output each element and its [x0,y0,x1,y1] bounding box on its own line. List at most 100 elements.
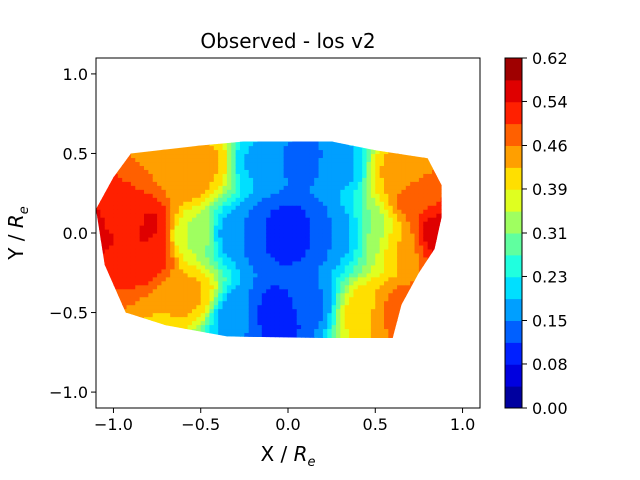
contour-cell [301,304,307,310]
contour-cell [213,161,219,166]
contour-cell [170,280,176,286]
contour-cell [270,244,276,250]
contour-cell [157,260,163,266]
contour-cell [126,260,132,266]
contour-cell [305,145,311,151]
contour-cell [192,181,197,186]
contour-cell [183,264,189,270]
contour-cell [157,240,163,246]
contour-cell [148,236,154,242]
contour-cell [157,296,163,302]
contour-cell [165,197,171,202]
contour-cell [340,240,346,246]
contour-cell [126,288,132,294]
contour-cell [104,209,110,214]
contour-cell [161,312,167,318]
contour-cell [96,209,101,214]
contour-cell [327,213,333,218]
contour-cell [148,193,154,198]
contour-cell [178,236,184,242]
contour-cell [279,324,285,330]
contour-cell [261,332,267,338]
contour-cell [122,252,128,258]
contour-cell [174,312,180,318]
contour-cell [322,336,328,338]
contour-cell [235,225,241,230]
contour-cell [205,173,211,178]
contour-cell [113,272,119,278]
contour-cell [327,252,333,258]
contour-cell [240,320,245,326]
contour-cell [244,153,250,159]
contour-cell [340,145,346,151]
contour-cell [301,264,307,270]
contour-cell [231,248,237,254]
contour-cell [196,280,202,286]
contour-cell [174,221,180,226]
contour-cell [314,205,320,210]
contour-cell [279,221,285,226]
contour-cell [244,288,250,294]
contour-cell [274,149,280,155]
contour-cell [309,197,315,202]
contour-cell [113,248,119,254]
contour-cell [305,324,311,330]
contour-cell [130,284,136,290]
contour-cell [244,165,250,170]
contour-cell [253,264,259,270]
contour-cell [135,201,141,206]
contour-cell [296,153,302,159]
contour-cell [257,312,263,318]
contour-cell [205,165,211,170]
contour-cell [192,213,197,218]
contour-cell [340,292,346,298]
contour-cell [135,276,141,282]
contour-cell [161,181,167,186]
contour-cell [261,149,267,155]
contour-cell [292,304,298,310]
contour-cell [165,256,171,262]
contour-cell [270,256,276,262]
contour-cell [318,233,324,238]
contour-cell [253,181,259,186]
contour-cell [170,284,176,290]
contour-cell [240,205,245,210]
contour-cell [222,177,228,182]
contour-cell [257,145,263,151]
contour-cell [279,209,285,214]
contour-cell [157,316,163,322]
contour-cell [301,248,307,254]
contour-cell [261,209,267,214]
contour-cell [122,236,128,242]
contour-cell [248,145,254,151]
contour-cell [183,185,189,190]
contour-cell [213,308,219,314]
contour-cell [296,157,302,163]
contour-cell [148,209,154,214]
contour-cell [305,209,311,214]
contour-cell [283,296,289,302]
contour-cell [270,316,276,322]
contour-cell [270,225,276,230]
contour-cell [336,276,341,282]
contour-cell [122,248,128,254]
contour-cell [183,189,189,194]
contour-cell [209,252,215,258]
contour-cell [222,256,228,262]
contour-cell [266,300,272,306]
contour-cell [139,169,145,174]
contour-cell [261,296,267,302]
contour-cell [161,149,167,155]
contour-cell [248,280,254,286]
contour-cell [213,157,219,163]
contour-cell [135,233,141,238]
contour-cell [257,300,263,306]
contour-cell [314,264,320,270]
contour-cell [196,165,202,170]
contour-cell [148,268,154,274]
contour-cell [96,213,101,218]
contour-cell [301,217,307,222]
contour-cell [331,141,337,147]
contour-cell [200,252,206,258]
contour-cell [331,332,337,338]
